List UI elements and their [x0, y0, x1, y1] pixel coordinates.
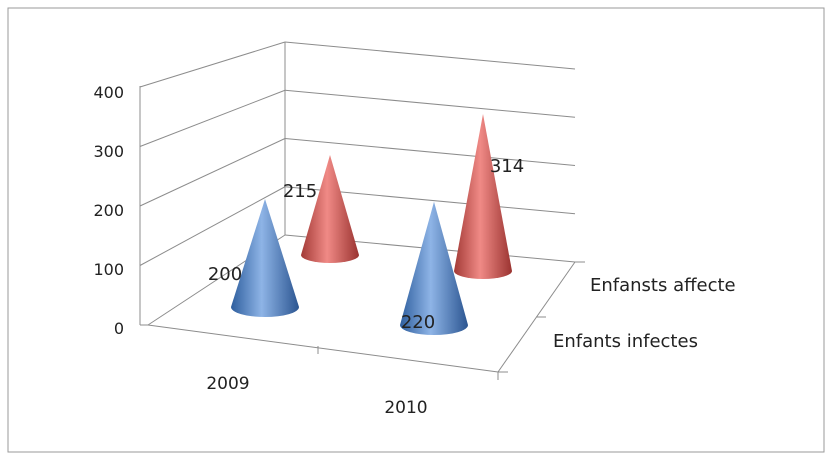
cone-enfansts-affecte-2010 — [454, 114, 512, 279]
cones — [231, 114, 512, 335]
data-label-infectes-2010: 220 — [401, 312, 435, 333]
gridline-back-300 — [284, 89, 576, 118]
gridline-back-200 — [284, 138, 576, 166]
gridline-left-400 — [139, 41, 286, 88]
cone-body — [454, 114, 512, 279]
cone-body — [400, 201, 468, 335]
floor-front-edge — [147, 324, 499, 373]
cone-enfants-infectes-2010 — [400, 201, 468, 335]
gridline-left-100 — [139, 186, 286, 266]
y-tick-label-100: 100 — [93, 260, 124, 279]
series-axis-label-affecte: Enfansts affecte — [590, 275, 736, 296]
y-tick-label-200: 200 — [93, 201, 124, 220]
x-category-label-2009: 2009 — [206, 374, 249, 394]
data-label-infectes-2009: 200 — [208, 264, 242, 285]
gridlines — [139, 41, 576, 266]
cone-enfansts-affecte-2009 — [301, 155, 359, 263]
gridline-back-400 — [284, 41, 576, 70]
chart-walls — [139, 42, 585, 380]
cone-enfants-infectes-2009 — [231, 199, 299, 317]
y-tick-label-300: 300 — [93, 142, 124, 161]
data-labels: 200 220 215 314 — [208, 156, 524, 333]
y-tick-label-0: 0 — [114, 319, 124, 338]
y-tick-label-400: 400 — [93, 83, 124, 102]
gridline-left-200 — [139, 138, 286, 207]
y-axis: 400 300 200 100 0 — [93, 83, 124, 338]
cone-body — [231, 199, 299, 317]
data-label-affecte-2009: 215 — [283, 181, 317, 202]
data-label-affecte-2010: 314 — [490, 156, 524, 177]
x-category-label-2010: 2010 — [384, 398, 427, 418]
series-axis-label-infectes: Enfants infectes — [553, 331, 698, 352]
gridline-left-300 — [139, 89, 286, 147]
chart-frame — [7, 7, 825, 453]
cone-body — [301, 155, 359, 263]
